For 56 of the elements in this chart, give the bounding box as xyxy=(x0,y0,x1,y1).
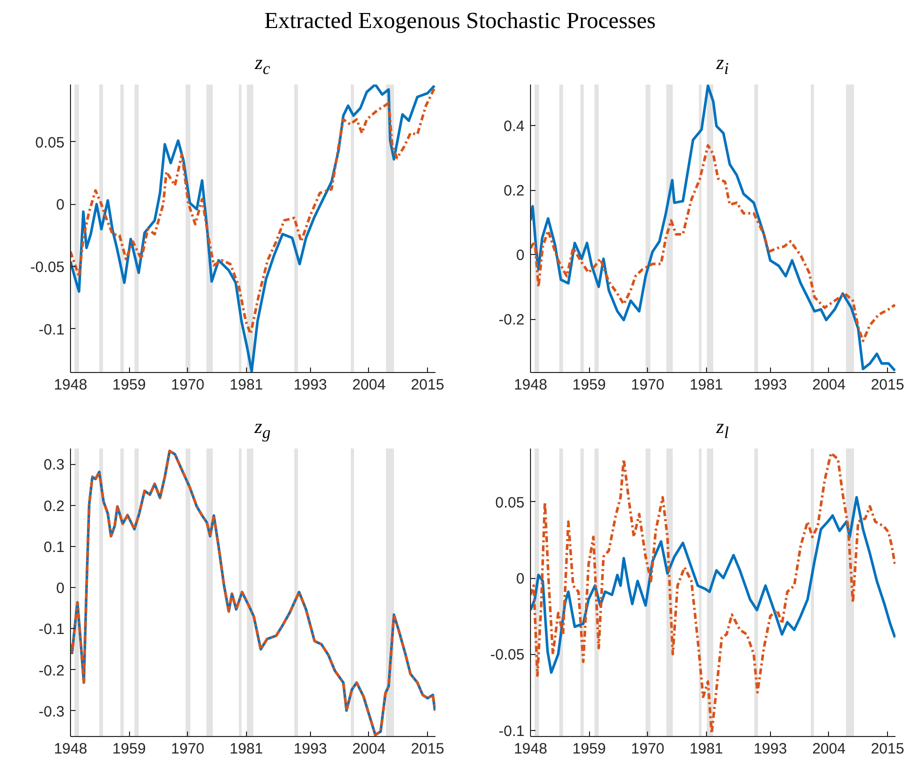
x-tick-label: 1948 xyxy=(54,740,88,758)
chart-title: z$_{g}$ xyxy=(254,415,271,444)
x-tick-label: 2004 xyxy=(352,376,386,394)
x-tick-label: 1948 xyxy=(514,740,548,758)
x-tick-label: 2015 xyxy=(410,376,444,394)
x-tick-label: 1993 xyxy=(754,376,787,394)
line-series xyxy=(530,496,896,674)
y-tick-label: 0 xyxy=(56,196,64,214)
chart-title: z$_{i}$ xyxy=(716,51,729,80)
y-tick-label: 0.3 xyxy=(44,456,65,474)
line-series xyxy=(530,84,896,372)
x-tick-label: 1959 xyxy=(572,740,606,758)
x-tick-label: 1959 xyxy=(112,740,146,758)
chart-title: z$_{l}$ xyxy=(716,415,729,444)
x-tick-label: 1970 xyxy=(171,740,204,758)
y-tick-label: 0 xyxy=(56,580,64,598)
y-tick-label: -0.1 xyxy=(38,621,65,638)
y-tick-label: 0.1 xyxy=(44,538,65,556)
y-tick-label: -0.2 xyxy=(38,662,65,680)
x-tick-label: 2015 xyxy=(410,740,444,758)
x-tick-label: 1981 xyxy=(230,740,264,758)
y-tick-label: 0.4 xyxy=(504,118,525,136)
x-tick-label: 1970 xyxy=(631,740,664,758)
x-tick-label: 2004 xyxy=(812,740,846,758)
x-tick-label: 1970 xyxy=(171,376,204,394)
x-tick-label: 1948 xyxy=(54,376,88,394)
y-tick-label: -0.3 xyxy=(38,703,65,720)
y-tick-label: 0.05 xyxy=(495,494,525,512)
x-tick-label: 1959 xyxy=(572,376,606,394)
chart-title: z$_{c}$ xyxy=(254,51,270,80)
x-tick-label: 1981 xyxy=(230,376,264,394)
x-tick-label: 1993 xyxy=(754,740,787,758)
line-series xyxy=(530,452,896,735)
y-tick-label: -0.2 xyxy=(498,312,525,329)
x-tick-label: 2004 xyxy=(812,376,846,394)
x-tick-label: 1993 xyxy=(294,376,327,394)
text: Extracted Exogenous Stochastic Processes xyxy=(264,7,656,35)
y-tick-label: 0.2 xyxy=(44,498,65,515)
x-tick-label: 1993 xyxy=(294,740,327,758)
y-tick-label: -0.1 xyxy=(498,722,525,740)
line-series xyxy=(530,144,896,342)
x-tick-label: 2015 xyxy=(870,740,904,758)
x-tick-label: 1970 xyxy=(631,376,664,394)
x-tick-label: 2004 xyxy=(352,740,386,758)
y-tick-label: -0.1 xyxy=(38,321,65,338)
y-tick-label: -0.05 xyxy=(490,646,525,664)
x-tick-label: 1981 xyxy=(690,740,724,758)
y-tick-label: 0 xyxy=(516,570,524,588)
x-tick-label: 1959 xyxy=(112,376,146,394)
y-tick-label: 0.2 xyxy=(504,182,525,200)
x-tick-label: 1948 xyxy=(514,376,548,394)
x-tick-label: 2015 xyxy=(870,376,904,394)
y-tick-label: -0.05 xyxy=(30,259,65,276)
x-tick-label: 1981 xyxy=(690,376,724,394)
y-tick-label: 0.05 xyxy=(35,134,65,152)
y-tick-label: 0 xyxy=(516,247,524,264)
